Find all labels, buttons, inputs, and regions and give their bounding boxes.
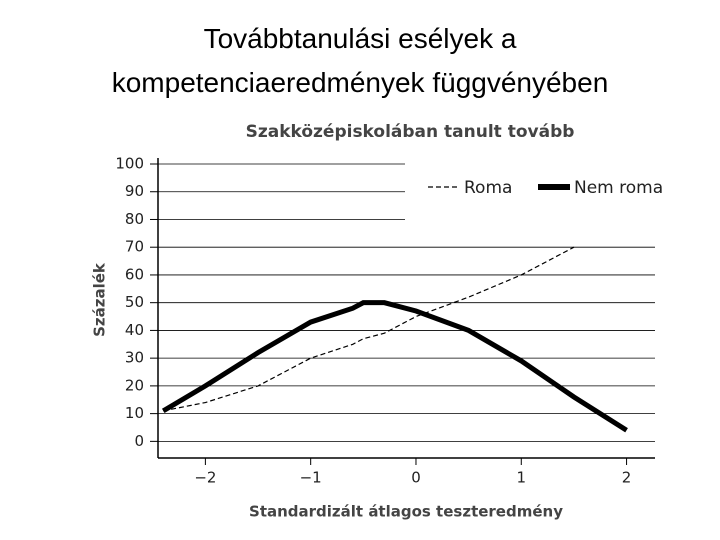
legend-background [405, 150, 665, 230]
x-axis-label: Standardizált átlagos teszteredmény [249, 503, 563, 521]
x-tick-label: 1 [516, 469, 526, 487]
y-tick-label: 10 [125, 404, 144, 422]
x-tick-label: −2 [194, 469, 216, 487]
x-tick-label: 2 [622, 469, 632, 487]
y-tick-label: 100 [115, 155, 144, 173]
legend-label: Nem roma [574, 178, 663, 198]
y-tick-label: 60 [125, 265, 144, 283]
x-tick-label: −1 [300, 469, 322, 487]
y-axis-label: Százalék [91, 262, 109, 337]
y-tick-label: 80 [125, 210, 144, 228]
y-tick-label: 40 [125, 321, 144, 339]
line-series [161, 300, 628, 433]
y-tick-label: 30 [125, 349, 144, 367]
page-title: kompetenciaeredmények függvényében [111, 67, 609, 98]
y-tick-label: 20 [125, 376, 144, 394]
line-series [163, 246, 575, 412]
y-tick-label: 50 [125, 293, 144, 311]
y-tick-label: 90 [125, 182, 144, 200]
y-tick-label: 0 [134, 432, 144, 450]
legend-label: Roma [464, 178, 512, 198]
y-tick-label: 70 [125, 238, 144, 256]
page-title: Továbbtanulási esélyek a [203, 23, 517, 54]
chart-title: Szakközépiskolában tanult tovább [246, 122, 575, 142]
x-tick-label: 0 [411, 469, 421, 487]
